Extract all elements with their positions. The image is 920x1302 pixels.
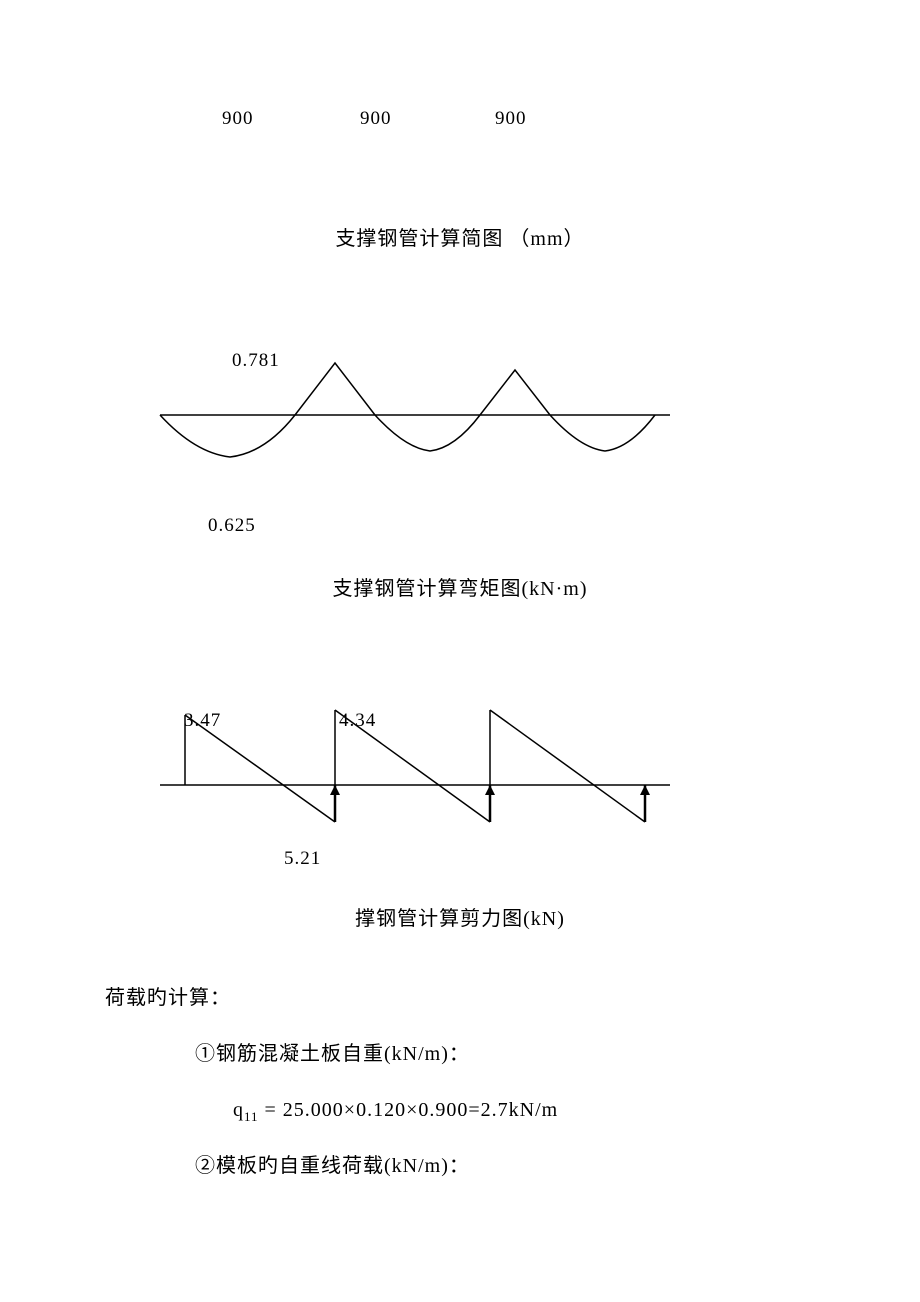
diagram-caption-3: 撑钢管计算剪力图(kN) (0, 902, 920, 931)
diagram-caption-2: 支撑钢管计算弯矩图(kN·m) (0, 572, 920, 601)
shear-value-3: 5.21 (284, 848, 321, 870)
span-label-1: 900 (222, 108, 254, 130)
span-label-2: 900 (360, 108, 392, 130)
moment-diagram-svg (140, 345, 690, 475)
formula-body: = 25.000×0.120×0.900=2.7kN/m (259, 1099, 559, 1121)
formula-subscript: 11 (244, 1109, 259, 1124)
load-calculation-section: 荷载旳计算： ①钢筋混凝土板自重(kN/m)： q11 = 25.000×0.1… (105, 970, 805, 1194)
moment-bottom-value: 0.625 (208, 515, 256, 537)
diagram-caption-1: 支撑钢管计算简图 （mm） (0, 222, 920, 251)
section-heading: 荷载旳计算： (105, 970, 805, 1026)
span-label-3: 900 (495, 108, 527, 130)
shear-diagram-svg (140, 695, 690, 845)
item-2-label: ②模板旳自重线荷载(kN/m)： (105, 1138, 805, 1194)
formula-var: q (233, 1099, 244, 1121)
item-1-formula: q11 = 25.000×0.120×0.900=2.7kN/m (105, 1082, 805, 1138)
item-1-label: ①钢筋混凝土板自重(kN/m)： (105, 1026, 805, 1082)
